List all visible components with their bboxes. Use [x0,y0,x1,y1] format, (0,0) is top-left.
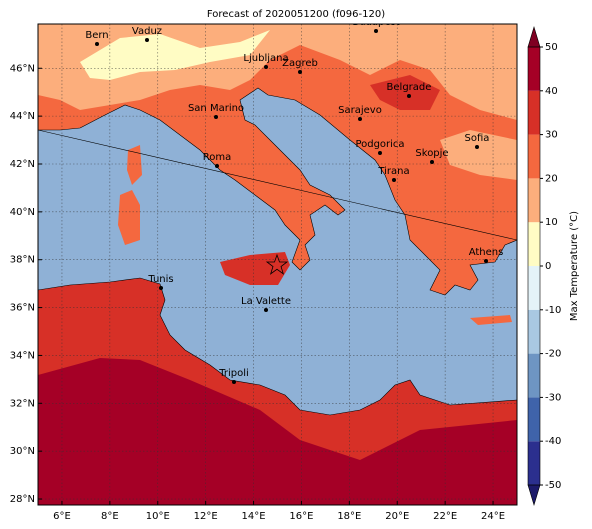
city-dot [392,178,396,182]
city-dot [358,117,362,121]
colorbar-tick-label: -20 [545,349,561,360]
y-tick-label: 40°N [10,207,35,218]
city-dot [232,380,236,384]
city-dot [475,145,479,149]
city-label: La Valette [241,296,291,307]
city-label: Budapest [352,17,399,28]
colorbar-tick-label: -10 [545,305,561,316]
city-label: Bern [85,30,108,41]
map-title: Forecast of 2020051200 (f096-120) [207,9,385,20]
x-tick-label: 22°E [433,511,457,522]
city-dot [159,286,163,290]
y-tick-label: 32°N [10,398,35,409]
city-label: Zagreb [282,58,318,69]
island [470,315,512,325]
city-label: Tirana [377,166,409,177]
colorbar-tick-label: 50 [545,42,558,53]
colorbar-tick-label: -40 [545,436,561,447]
island [220,252,290,285]
colorbar-over [527,25,541,48]
city-label: Sarajevo [338,105,382,116]
colorbar-band [528,353,540,398]
colorbar-band [528,266,540,310]
colorbar-band [528,178,540,223]
colorbar-band [528,397,540,442]
land-hot [370,75,440,110]
y-tick-label: 44°N [10,111,35,122]
colorbar: -50 -40 -30 -20 -10 0 10 20 30 40 50 [527,25,561,507]
colorbar-tick-label: 30 [545,130,558,141]
colorbar-band [528,309,540,354]
city-label: Skopje [415,148,448,159]
city-dot [145,38,149,42]
y-tick-label: 30°N [10,446,35,457]
city-dot [430,160,434,164]
land-warm [440,130,517,180]
island [127,145,142,185]
x-tick-label: 14°E [242,511,266,522]
colorbar-band [528,90,540,135]
city-label: Vaduz [132,26,162,37]
map-frame [37,23,518,506]
x-tick-label: 16°E [289,511,313,522]
colorbar-tick-label: -50 [545,480,561,491]
city-label: Ljubljana [243,53,288,64]
x-tick-label: 24°E [481,511,505,522]
x-tick-label: 6°E [53,511,71,522]
x-tick-label: 12°E [194,511,218,522]
city-label: Tunis [147,274,173,285]
city-label: Podgorica [355,139,404,150]
colorbar-band [528,441,540,485]
colorbar-tick-label: 0 [545,261,551,272]
city-label: Roma [203,152,232,163]
city-dot [264,65,268,69]
y-tick-label: 46°N [10,63,35,74]
city-dot [215,164,219,168]
star-marker [265,253,289,275]
y-tick-label: 42°N [10,159,35,170]
land-cool [80,30,270,80]
colorbar-tick-label: 40 [545,86,558,97]
city-dot [374,29,378,33]
city-label: Tripoli [218,368,249,379]
colorbar-tick-label: 10 [545,217,558,228]
y-tick-label: 34°N [10,350,35,361]
colorbar-label: Max Temperature (°C) [569,211,580,321]
colorbar-band [528,47,540,91]
y-tick-label: 38°N [10,255,35,266]
city-dot [484,259,488,263]
y-tick-label: 36°N [10,303,35,314]
land-border [38,277,517,416]
city-label: Athens [469,247,504,258]
y-tick-label: 28°N [10,494,35,505]
land-hot [38,358,517,505]
colorbar-band [528,222,540,266]
city-dot [378,151,382,155]
x-tick-label: 20°E [385,511,409,522]
city-dot [264,308,268,312]
grid [38,24,517,505]
city-dot [407,94,411,98]
colorbar-tick-label: -30 [545,392,561,403]
city-dot [214,115,218,119]
colorbar-tick-label: 20 [545,173,558,184]
x-tick-label: 10°E [146,511,170,522]
x-tick-label: 8°E [101,511,119,522]
island [118,190,140,245]
city-label: Belgrade [387,82,432,93]
city-label: Sofia [465,133,490,144]
colorbar-under [527,484,541,507]
colorbar-band [528,134,540,179]
city-dot [298,70,302,74]
city-label: San Marino [188,103,244,114]
x-tick-label: 18°E [337,511,361,522]
city-dot [95,42,99,46]
